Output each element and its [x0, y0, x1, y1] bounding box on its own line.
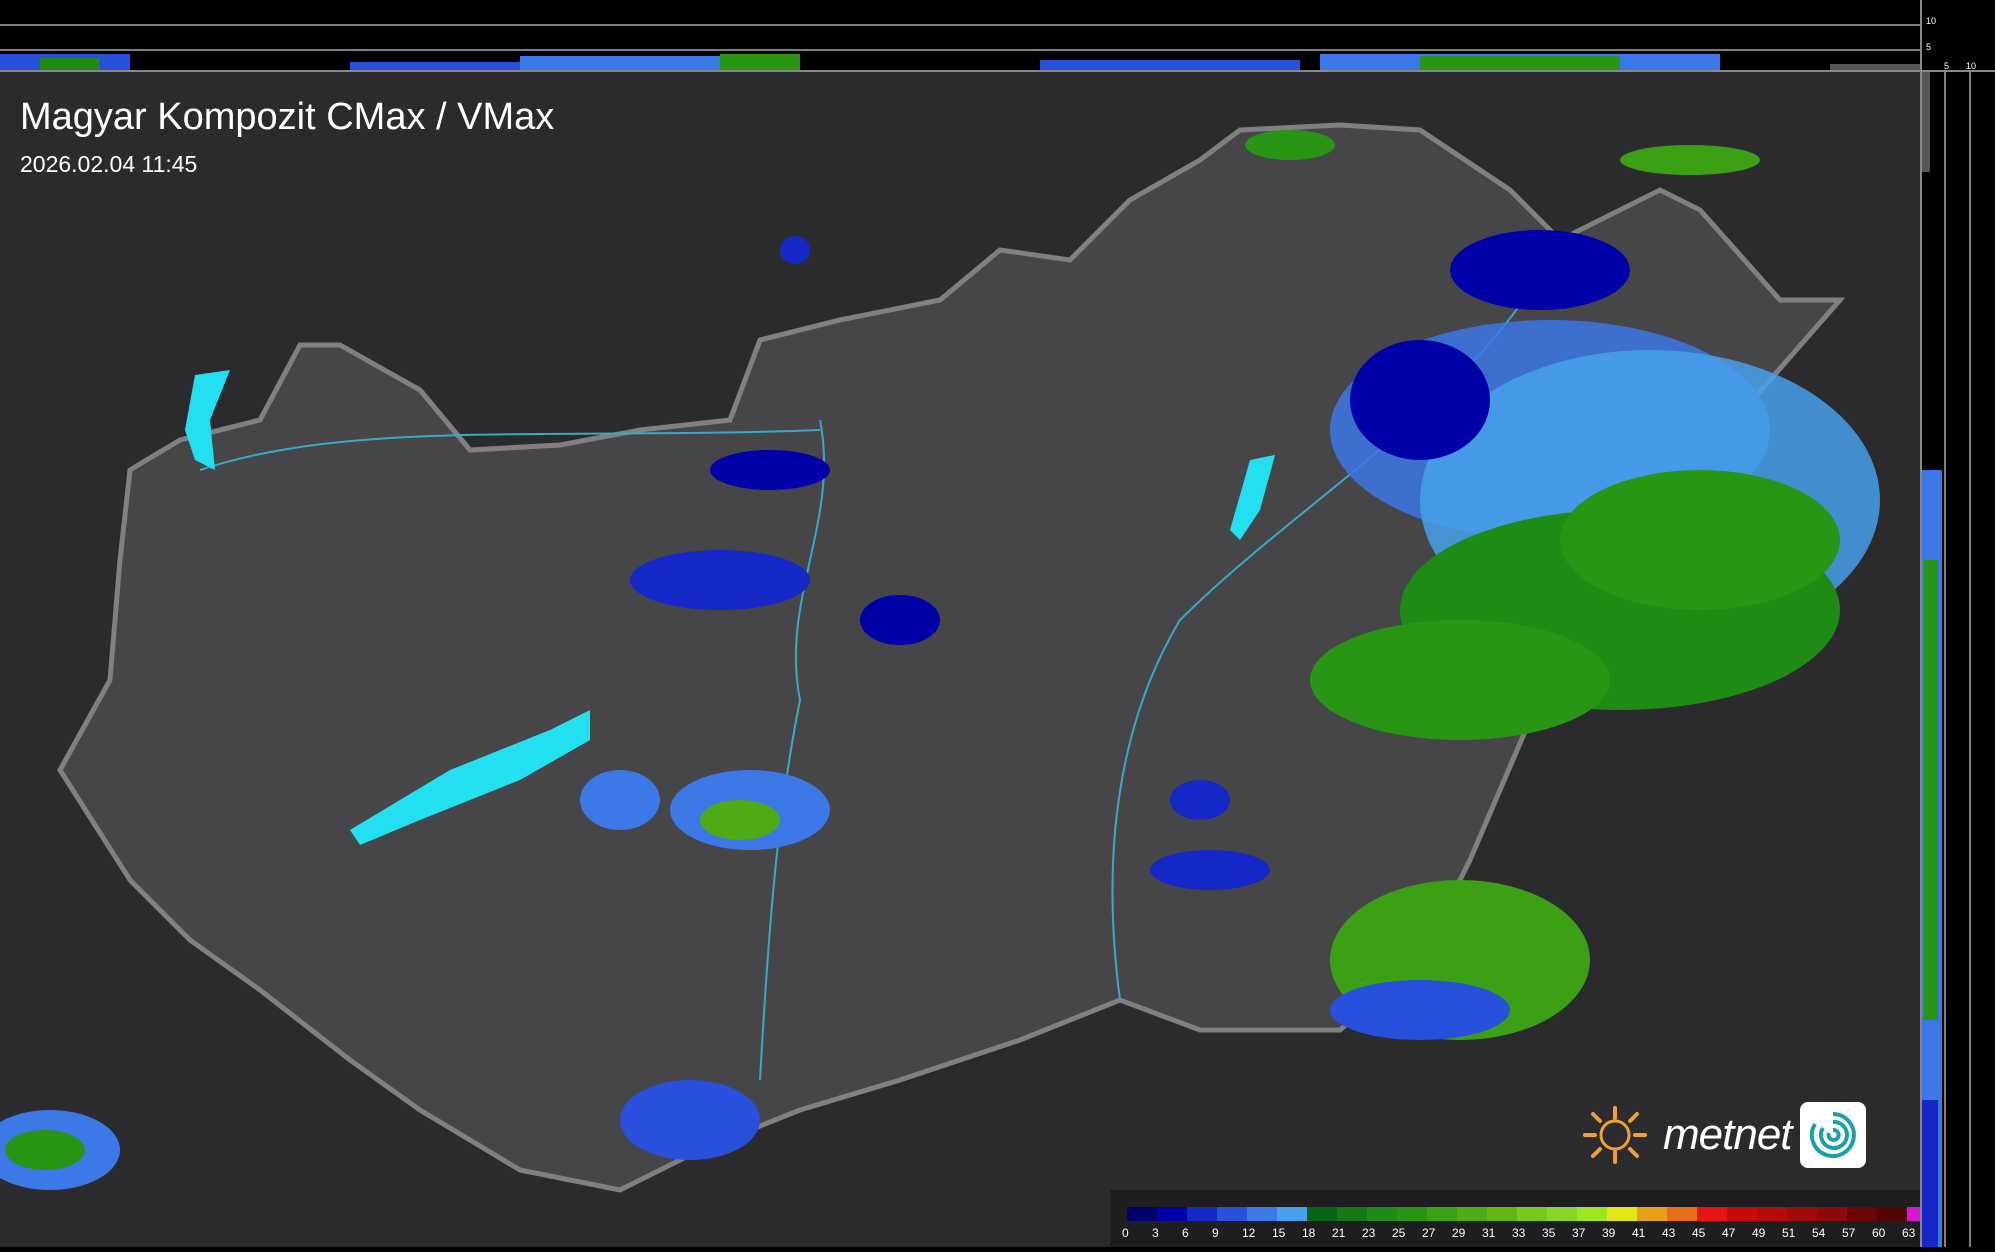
- tick-v-5: 5: [1926, 42, 1932, 52]
- legend-colorbar: [1127, 1207, 1995, 1221]
- top-cross-section: [0, 0, 1920, 72]
- legend-swatch: [1157, 1207, 1187, 1221]
- legend-swatch: [1457, 1207, 1487, 1221]
- legend-label: 51: [1782, 1226, 1796, 1240]
- swirl-logo-icon: [1799, 1102, 1866, 1168]
- legend-swatch: [1397, 1207, 1427, 1221]
- precipitation: [0, 130, 1880, 1190]
- map-title: Magyar Kompozit CMax / VMax: [20, 96, 555, 138]
- side-cross-section: 10 5 5 10: [1920, 0, 1995, 1250]
- legend-swatch: [1517, 1207, 1547, 1221]
- legend-label: 27: [1422, 1226, 1436, 1240]
- metnet-logo: metnet: [1575, 1100, 1866, 1170]
- legend-label: 54: [1812, 1226, 1826, 1240]
- legend-swatch: [1757, 1207, 1787, 1221]
- legend-swatch: [1247, 1207, 1277, 1221]
- legend-swatch: [1337, 1207, 1367, 1221]
- logo-text: metnet: [1663, 1110, 1793, 1159]
- legend-label: 9: [1212, 1226, 1219, 1240]
- side-cross-section-plot: [1920, 0, 1995, 1250]
- legend-label: 12: [1242, 1226, 1256, 1240]
- legend-label: 3: [1152, 1226, 1159, 1240]
- legend-swatch: [1787, 1207, 1817, 1221]
- legend-swatch: [1187, 1207, 1217, 1221]
- top-cross-section-plot: [0, 24, 1920, 72]
- legend-label: 31: [1482, 1226, 1496, 1240]
- tick-h-10: 10: [1966, 61, 1977, 71]
- legend-swatch: [1127, 1207, 1157, 1221]
- lake-balaton: [350, 710, 590, 845]
- legend-label: 37: [1572, 1226, 1586, 1240]
- legend-swatch: [1427, 1207, 1457, 1221]
- legend-swatch: [1847, 1207, 1877, 1221]
- legend-label: 41: [1632, 1226, 1646, 1240]
- lake-ferto: [185, 370, 230, 470]
- legend-swatch: [1607, 1207, 1637, 1221]
- legend-swatch: [1277, 1207, 1307, 1221]
- legend-label: 15: [1272, 1226, 1286, 1240]
- legend-labels: 0 3 6 9 12 15 18 21 23 25 27 29 31 33 35 37 39 41 43 45 47 49…: [1122, 1226, 1995, 1240]
- legend-swatch: [1817, 1207, 1847, 1221]
- legend-swatch: [1727, 1207, 1757, 1221]
- tick-h-5: 5: [1944, 61, 1950, 71]
- legend-label: 29: [1452, 1226, 1466, 1240]
- legend-label: 60: [1872, 1226, 1886, 1240]
- dbz-legend: 0 3 6 9 12 15 18 21 23 25 27 29 31 33 35 37 39 41 43 45 47 49…: [1110, 1190, 1995, 1247]
- legend-swatch: [1217, 1207, 1247, 1221]
- legend-label: 45: [1692, 1226, 1706, 1240]
- legend-label: 63: [1902, 1226, 1916, 1240]
- legend-label: 43: [1662, 1226, 1676, 1240]
- legend-label: 33: [1512, 1226, 1526, 1240]
- legend-label: 23: [1362, 1226, 1376, 1240]
- legend-label: 21: [1332, 1226, 1346, 1240]
- legend-swatch: [1547, 1207, 1577, 1221]
- legend-swatch: [1487, 1207, 1517, 1221]
- legend-swatch: [1637, 1207, 1667, 1221]
- legend-label: 57: [1842, 1226, 1856, 1240]
- lake-tisza: [1230, 455, 1275, 540]
- legend-swatch: [1877, 1207, 1907, 1221]
- legend-swatch: [1367, 1207, 1397, 1221]
- legend-swatch: [1697, 1207, 1727, 1221]
- legend-label: 39: [1602, 1226, 1616, 1240]
- legend-label: 49: [1752, 1226, 1766, 1240]
- tick-v-10: 10: [1926, 16, 1937, 26]
- legend-swatch: [1667, 1207, 1697, 1221]
- legend-label: 18: [1302, 1226, 1316, 1240]
- legend-swatch: [1307, 1207, 1337, 1221]
- legend-label: 0: [1122, 1226, 1129, 1240]
- legend-label: 35: [1542, 1226, 1556, 1240]
- legend-swatch: [1577, 1207, 1607, 1221]
- legend-label: 6: [1182, 1226, 1189, 1240]
- radar-map[interactable]: 0 3 6 9 12 15 18 21 23 25 27 29 31 33 35 37 39 41 43 45 47 49…: [0, 72, 1995, 1247]
- map-canvas: [0, 122, 1880, 1193]
- sun-icon: [1583, 1106, 1647, 1164]
- legend-label: 25: [1392, 1226, 1406, 1240]
- map-datetime: 2026.02.04 11:45: [20, 151, 198, 177]
- legend-label: 47: [1722, 1226, 1736, 1240]
